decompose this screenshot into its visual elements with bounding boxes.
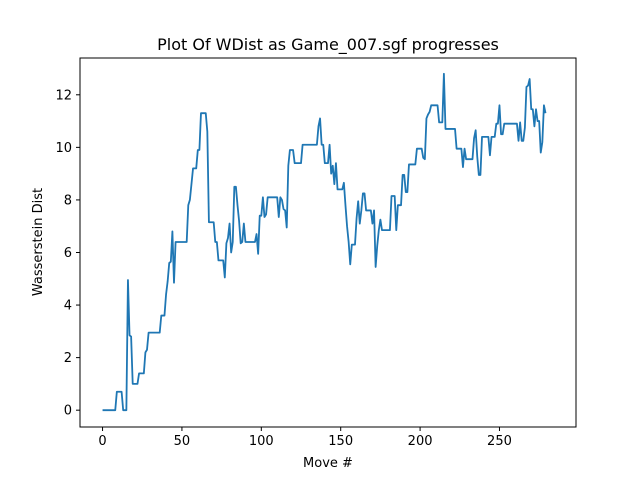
x-axis-label: Move # [303, 456, 353, 471]
y-tick-label: 2 [64, 351, 72, 366]
y-axis-label: Wasserstein Dist [31, 188, 46, 296]
y-tick-label: 12 [55, 88, 72, 103]
y-tick-label: 6 [64, 246, 72, 261]
axes-frame [79, 57, 577, 428]
x-tick-label: 50 [174, 434, 191, 449]
plot-area [102, 72, 547, 412]
series-line-0 [102, 72, 547, 412]
y-tick-label: 0 [64, 404, 72, 419]
axis-ticks: 0 50 100 150 200 250 0 2 4 6 8 10 12 [55, 88, 511, 449]
x-tick-label: 150 [328, 434, 353, 449]
x-tick-label: 0 [98, 434, 106, 449]
x-tick-label: 250 [487, 434, 512, 449]
x-tick-label: 200 [408, 434, 433, 449]
chart-title: Plot Of WDist as Game_007.sgf progresses [157, 35, 499, 55]
y-tick-label: 8 [64, 193, 72, 208]
y-tick-label: 4 [64, 299, 72, 314]
x-tick-label: 100 [249, 434, 274, 449]
y-tick-label: 10 [55, 141, 72, 156]
